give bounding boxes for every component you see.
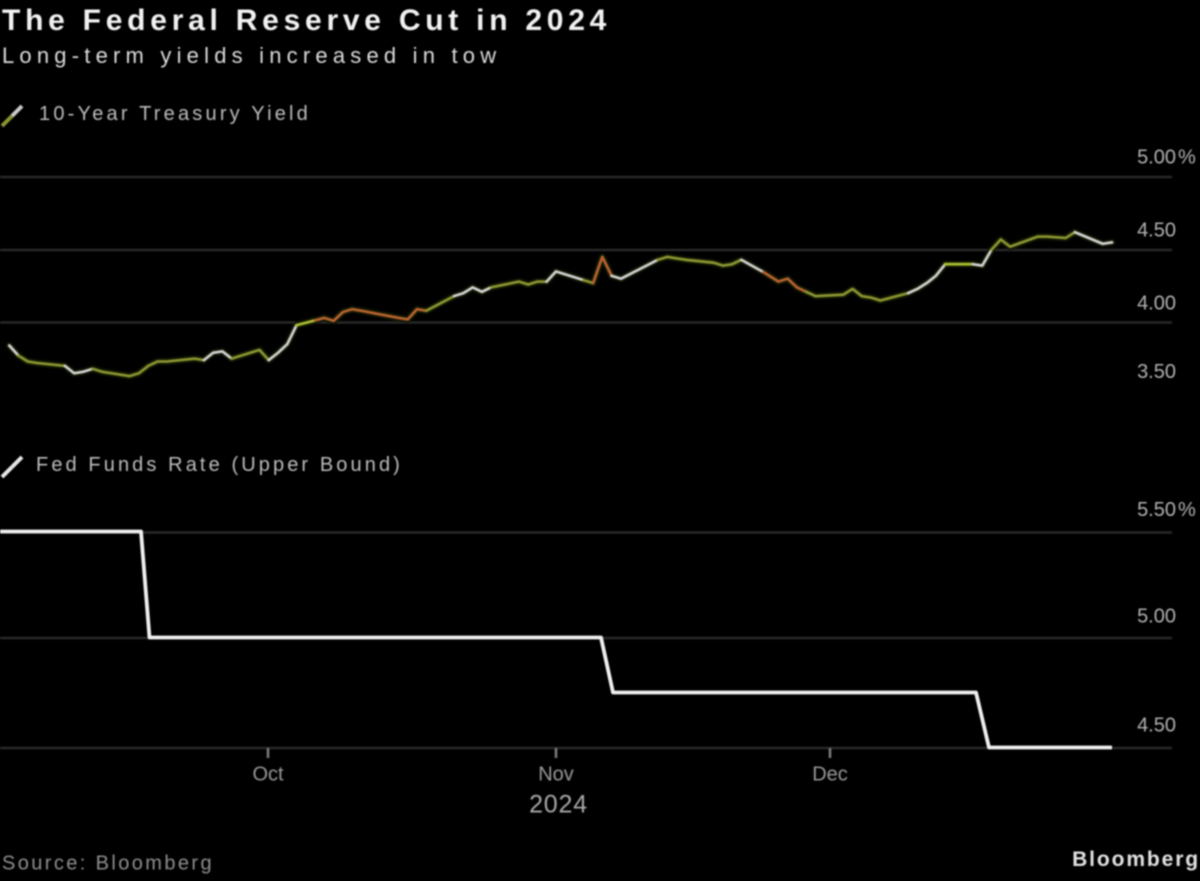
svg-text:5.00: 5.00	[1137, 147, 1176, 169]
svg-text:5.00: 5.00	[1137, 606, 1176, 628]
svg-text:4.00: 4.00	[1137, 293, 1176, 315]
svg-text:%: %	[1178, 499, 1196, 521]
svg-text:3.50: 3.50	[1137, 361, 1176, 383]
svg-text:4.50: 4.50	[1137, 220, 1176, 242]
svg-text:Oct: Oct	[252, 764, 284, 786]
svg-text:Fed Funds Rate (Upper Bound): Fed Funds Rate (Upper Bound)	[36, 454, 403, 476]
svg-text:%: %	[1178, 147, 1196, 169]
svg-text:Nov: Nov	[538, 764, 574, 786]
svg-text:Bloomberg: Bloomberg	[1072, 848, 1200, 871]
svg-text:Long-term yields increased in: Long-term yields increased in tow	[2, 43, 501, 68]
svg-text:Dec: Dec	[812, 764, 848, 786]
svg-text:4.50: 4.50	[1137, 715, 1176, 737]
svg-text:The Federal Reserve Cut in 202: The Federal Reserve Cut in 2024	[2, 4, 611, 37]
svg-text:2024: 2024	[529, 791, 588, 819]
svg-text:10-Year Treasury Yield: 10-Year Treasury Yield	[39, 103, 311, 125]
svg-text:5.50: 5.50	[1137, 499, 1176, 521]
svg-text:Source: Bloomberg: Source: Bloomberg	[2, 853, 214, 875]
